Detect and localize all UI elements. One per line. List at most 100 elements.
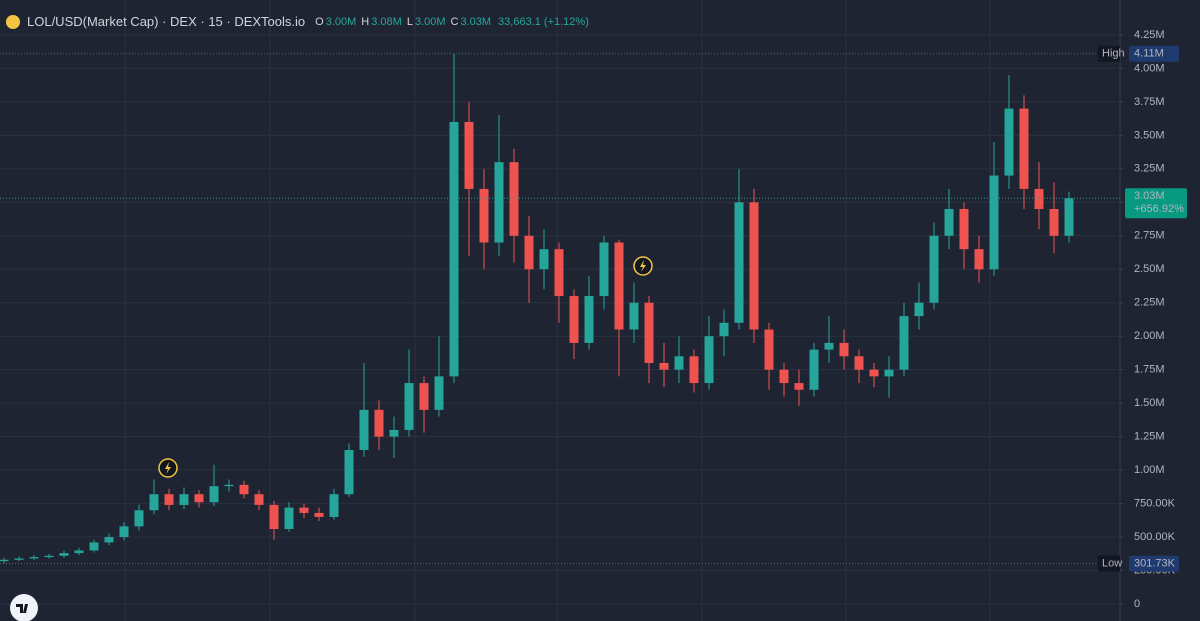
y-tick-label: 0 [1134,598,1140,610]
candle-body [554,249,564,297]
candle-body [569,296,579,343]
candle-body [674,356,684,370]
candle-body [149,494,159,511]
candle-body [719,322,729,337]
candle-body [1019,108,1029,189]
candle-body [959,209,969,250]
candle-body [944,209,954,236]
overlays: High 4.11M Low 301.73K 3.03M+656.92% [0,45,1187,572]
candle-body [239,484,249,495]
high-value: 4.11M [1134,48,1164,60]
candle-body [299,507,309,513]
candle-body [119,526,129,538]
symbol-title: LOL/USD(Market Cap) · DEX · 15 · DEXTool… [27,14,306,29]
y-tick-label: 4.00M [1134,62,1165,74]
candle-body [1064,198,1074,236]
candle-body [824,342,834,350]
event-icon[interactable] [158,458,178,478]
last-value: 3.03M [1134,190,1165,202]
candle-body [389,429,399,437]
candle-body [0,559,9,562]
candle-body [479,188,489,243]
candle-body [839,342,849,357]
candle-body [899,316,909,370]
candle-body [974,249,984,270]
ohlc-key: L [406,15,413,28]
candle-body [779,369,789,384]
candle-body [164,494,174,505]
label-bg [1129,45,1179,62]
candle-body [659,362,669,370]
y-tick-label: 2.75M [1134,230,1165,242]
ohlc-value: 3.00M [325,15,357,28]
candle-body [14,558,24,560]
ohlc-value: 3.08M [371,15,402,28]
y-tick-label: 1.75M [1134,364,1165,376]
candle-body [734,202,744,323]
y-tick-label: 2.25M [1134,297,1165,309]
candle-body [59,553,69,556]
candle-body [689,356,699,384]
y-tick-label: 500.00K [1134,531,1176,543]
low-text: Low [1102,558,1122,570]
candles [0,53,1074,564]
y-tick-label: 2.50M [1134,263,1165,275]
candle-body [794,383,804,390]
candle-body [494,162,504,243]
high-text: High [1102,48,1125,60]
candle-body [1004,108,1014,176]
candle-body [254,494,264,505]
candle-body [704,336,714,384]
last-change: +656.92% [1134,203,1184,215]
ohlc-value: 3.00M [414,15,446,28]
change: 33,663.1 (+1.12%) [498,15,589,28]
tradingview-logo[interactable] [10,594,38,621]
candle-body [134,510,144,527]
y-tick-label: 1.25M [1134,431,1165,443]
candle-body [614,242,624,330]
candle-body [464,121,474,189]
ohlc-value: 3.03M [460,15,492,28]
candle-body [359,409,369,451]
ohlc-key: O [315,15,324,28]
candle-body [419,383,429,410]
candle-body [314,512,324,517]
candle-body [884,369,894,377]
token-icon [6,14,20,29]
candle-body [104,537,114,543]
y-tick-label: 3.50M [1134,129,1165,141]
candle-body [644,302,654,363]
candle-body [74,550,84,554]
candle-body [629,302,639,330]
candle-body [854,356,864,370]
candle-body [269,504,279,530]
candle-body [209,486,219,503]
y-tick-label: 4.25M [1134,29,1165,41]
candle-body [179,494,189,505]
label-bg [1129,555,1179,572]
event-icon[interactable] [633,256,653,276]
candle-body [1034,188,1044,210]
ohlc-key: H [361,15,370,28]
candle-body [374,409,384,437]
ohlc: O 3.00M H 3.08M L 3.00M C 3.03M [315,16,494,28]
candle-body [809,349,819,390]
legend-header: LOL/USD(Market Cap) · DEX · 15 · DEXTool… [6,14,592,29]
candle-body [194,494,204,503]
label-bg [1098,45,1120,62]
y-tick-label: 3.75M [1134,96,1165,108]
low-value: 301.73K [1134,558,1176,570]
candle-body [869,369,879,377]
vertical-grid [124,0,991,621]
candle-body [434,376,444,410]
candle-body [284,507,294,530]
y-tick-label: 3.25M [1134,163,1165,175]
candle-body [44,555,54,558]
candle-body [524,235,534,270]
candle-body [89,542,99,551]
candle-body [509,162,519,236]
candle-body [539,249,549,270]
candle-body [989,175,999,270]
